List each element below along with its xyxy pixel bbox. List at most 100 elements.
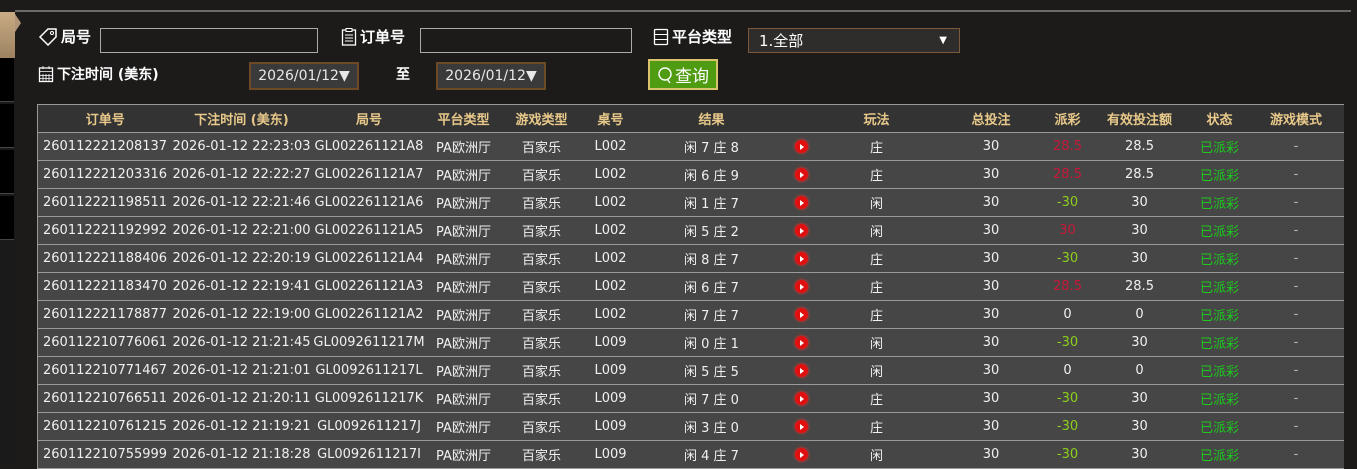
cell-play-type: 庄 <box>817 272 936 301</box>
video-cell <box>785 300 818 329</box>
cell-result: 闲 5 庄 5 <box>637 356 786 385</box>
cell-bet-time: 2026-01-12 22:19:41 <box>172 272 311 301</box>
cell-game-type: 百家乐 <box>499 412 584 441</box>
header-order-no: 订单号 <box>37 104 173 133</box>
sidebar-active-tab[interactable] <box>0 12 15 58</box>
cell-payout: 28.5 <box>1046 160 1089 189</box>
platform-select[interactable]: 1.全部 ▼ <box>748 28 960 53</box>
video-cell <box>785 272 818 301</box>
cell-valid-bet: 28.5 <box>1088 160 1191 189</box>
table-row: 260112221178877 2026-01-12 22:19:00 GL0022… <box>37 300 1344 329</box>
sidebar-item[interactable] <box>0 58 14 102</box>
cell-payout: -30 <box>1046 384 1089 413</box>
play-video-icon[interactable] <box>795 168 808 181</box>
play-video-icon[interactable] <box>795 392 808 405</box>
sidebar-item[interactable] <box>0 196 14 240</box>
play-video-icon[interactable] <box>795 252 808 265</box>
cell-platform-type: PA欧洲厅 <box>427 384 500 413</box>
cell-round-no: GL002261121A2 <box>310 300 428 329</box>
cell-order-no: 260112221203316 <box>37 160 173 189</box>
cell-play-type: 庄 <box>817 412 936 441</box>
cell-bet-time: 2026-01-12 22:21:46 <box>172 188 311 217</box>
cell-order-no: 260112221188406 <box>37 244 173 273</box>
play-video-icon[interactable] <box>795 196 808 209</box>
query-button-label: 查询 <box>675 67 709 87</box>
cell-order-no: 260112221208137 <box>37 132 173 161</box>
play-video-icon[interactable] <box>795 140 808 153</box>
cell-platform-type: PA欧洲厅 <box>427 356 500 385</box>
video-cell <box>785 412 818 441</box>
table-row: 260112221198511 2026-01-12 22:21:46 GL0022… <box>37 188 1344 217</box>
cell-round-no: GL0092611217I <box>310 440 428 469</box>
cell-valid-bet: 28.5 <box>1088 132 1191 161</box>
cell-payout: -30 <box>1046 244 1089 273</box>
cell-game-type: 百家乐 <box>499 188 584 217</box>
cell-status: 已派彩 <box>1190 384 1249 413</box>
cell-platform-type: PA欧洲厅 <box>427 244 500 273</box>
cell-order-no: 260112221198511 <box>37 188 173 217</box>
round-input[interactable] <box>100 28 318 53</box>
cell-total-bet: 30 <box>935 328 1047 357</box>
cell-order-no: 260112221192992 <box>37 216 173 245</box>
cell-result: 闲 7 庄 7 <box>637 300 786 329</box>
play-video-icon[interactable] <box>795 364 808 377</box>
sidebar-item[interactable] <box>0 150 14 194</box>
play-video-icon[interactable] <box>795 308 808 321</box>
cell-payout: 30 <box>1046 216 1089 245</box>
cell-total-bet: 30 <box>935 412 1047 441</box>
cell-valid-bet: 30 <box>1088 384 1191 413</box>
cell-bet-time: 2026-01-12 21:21:01 <box>172 356 311 385</box>
table-row: 260112210755999 2026-01-12 21:18:28 GL0092… <box>37 440 1344 469</box>
play-video-icon[interactable] <box>795 420 808 433</box>
sidebar-item[interactable] <box>0 104 14 148</box>
cell-platform-type: PA欧洲厅 <box>427 188 500 217</box>
date-from-picker[interactable]: 2026/01/12▼ <box>249 62 359 90</box>
tag-icon <box>38 27 57 46</box>
cell-order-no: 260112210776061 <box>37 328 173 357</box>
header-game-mode: 游戏模式 <box>1248 104 1344 133</box>
cell-result: 闲 7 庄 8 <box>637 132 786 161</box>
bet-records-table: 订单号 下注时间 (美东) 局号 平台类型 游戏类型 桌号 结果 玩法 总投注 派彩 有效投注额 状态… <box>37 104 1344 469</box>
table-row: 260112221192992 2026-01-12 22:21:00 GL0022… <box>37 216 1344 245</box>
play-video-icon[interactable] <box>795 336 808 349</box>
cell-round-no: GL002261121A3 <box>310 272 428 301</box>
cell-round-no: GL0092611217M <box>310 328 428 357</box>
header-total-bet: 总投注 <box>935 104 1047 133</box>
play-video-icon[interactable] <box>795 448 808 461</box>
cell-table-no: L002 <box>583 272 638 301</box>
table-row: 260112221208137 2026-01-12 22:23:03 GL0022… <box>37 132 1344 161</box>
cell-game-type: 百家乐 <box>499 356 584 385</box>
query-button[interactable]: 查询 <box>648 59 718 90</box>
cell-game-mode: - <box>1248 412 1344 441</box>
cell-table-no: L002 <box>583 160 638 189</box>
cell-status: 已派彩 <box>1190 132 1249 161</box>
cell-total-bet: 30 <box>935 300 1047 329</box>
cell-bet-time: 2026-01-12 21:19:21 <box>172 412 311 441</box>
cell-game-type: 百家乐 <box>499 272 584 301</box>
order-input[interactable] <box>420 28 632 53</box>
cell-total-bet: 30 <box>935 440 1047 469</box>
header-video <box>785 104 818 133</box>
play-video-icon[interactable] <box>795 224 808 237</box>
cell-play-type: 闲 <box>817 440 936 469</box>
cell-valid-bet: 28.5 <box>1088 272 1191 301</box>
date-to-picker[interactable]: 2026/01/12▼ <box>436 62 546 90</box>
play-video-icon[interactable] <box>795 280 808 293</box>
cell-platform-type: PA欧洲厅 <box>427 216 500 245</box>
table-row: 260112221203316 2026-01-12 22:22:27 GL0022… <box>37 160 1344 189</box>
cell-total-bet: 30 <box>935 216 1047 245</box>
platform-label-text: 平台类型 <box>672 28 733 46</box>
cell-game-type: 百家乐 <box>499 328 584 357</box>
cell-result: 闲 0 庄 1 <box>637 328 786 357</box>
cell-status: 已派彩 <box>1190 244 1249 273</box>
platform-label: 平台类型 <box>653 26 732 47</box>
cell-status: 已派彩 <box>1190 356 1249 385</box>
video-cell <box>785 356 818 385</box>
header-round-no: 局号 <box>310 104 428 133</box>
cell-game-mode: - <box>1248 160 1344 189</box>
cell-round-no: GL0092611217K <box>310 384 428 413</box>
cell-play-type: 闲 <box>817 216 936 245</box>
cell-game-mode: - <box>1248 132 1344 161</box>
cell-total-bet: 30 <box>935 384 1047 413</box>
table-row: 260112210766511 2026-01-12 21:20:11 GL0092… <box>37 384 1344 413</box>
